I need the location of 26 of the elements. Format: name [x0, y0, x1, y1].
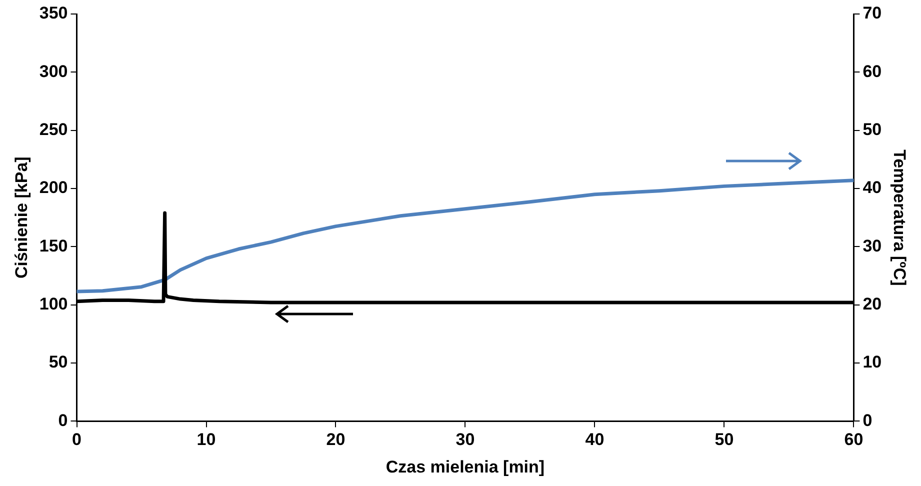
y-tick-label: 350 [39, 4, 68, 23]
y-tick-label: 200 [39, 178, 68, 198]
x-tick-label: 30 [456, 430, 475, 450]
y2-tick-label: 10 [862, 352, 882, 372]
y-tick-label: 50 [48, 352, 68, 372]
x-tick-label: 60 [844, 430, 864, 450]
y2-tick-label: 20 [862, 294, 882, 314]
y2-tick-label: 70 [862, 4, 882, 23]
x-tick-label: 50 [714, 430, 734, 450]
y2-tick-label: 0 [862, 410, 872, 430]
x-axis-title: Czas mielenia [min] [386, 457, 545, 476]
x-tick-label: 10 [196, 430, 216, 450]
y-tick-label: 100 [39, 294, 68, 314]
x-tick-label: 0 [72, 430, 82, 450]
y2-tick-label: 40 [862, 178, 882, 198]
y-tick-label: 0 [58, 410, 68, 430]
y2-tick-label: 60 [862, 62, 882, 81]
y-tick-label: 250 [39, 120, 68, 140]
y2-tick-label: 50 [862, 120, 882, 140]
x-tick-label: 20 [326, 430, 346, 450]
y-tick-label: 150 [39, 236, 68, 256]
y2-tick-label: 30 [862, 236, 882, 256]
x-tick-label: 40 [585, 430, 604, 450]
y2-axis-title: Temperatura [ºC] [890, 149, 910, 286]
y-axis-title: Ciśnienie [kPa] [12, 156, 31, 279]
y-tick-label: 300 [39, 62, 68, 81]
